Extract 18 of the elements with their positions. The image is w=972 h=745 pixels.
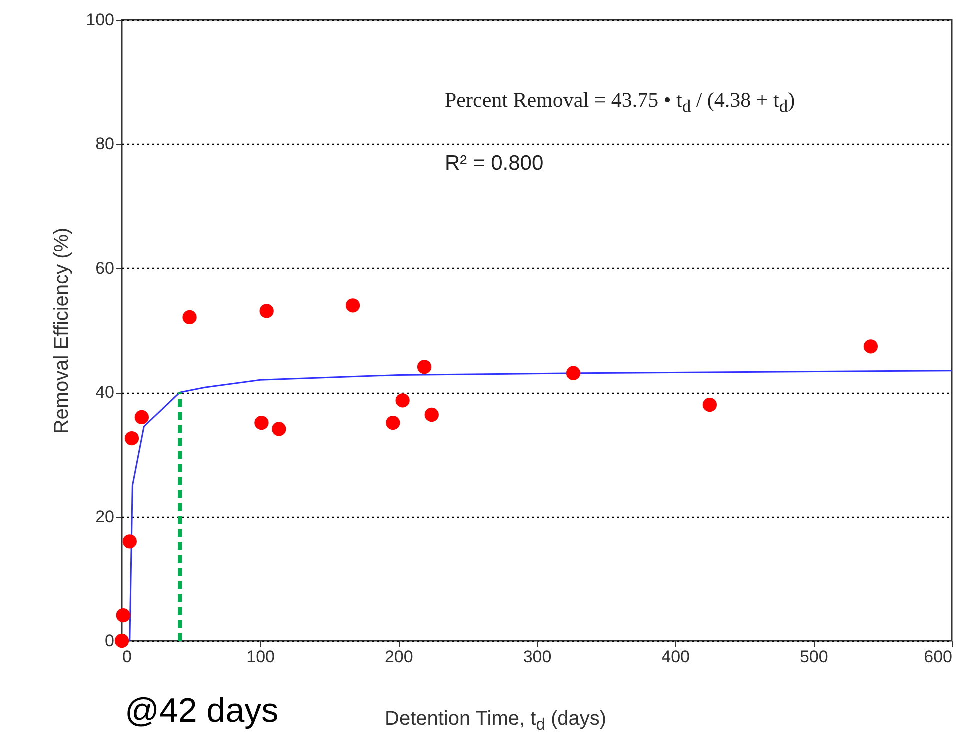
annotation: Percent Removal = 43.75 • t$_{d}$ / (4.38 + t$_{d}$) [445, 88, 796, 118]
x-tick-label: 500 [800, 648, 828, 666]
y-tick-label: 80 [96, 134, 114, 154]
y-tick-label: 100 [86, 10, 114, 30]
x-tick-label: 200 [384, 648, 414, 666]
x-tick-label: 400 [662, 648, 690, 666]
x-tick-label: 300 [523, 648, 552, 666]
x-tick-label: 0 [122, 648, 132, 666]
x-axis-title: Detention Time, t$_{d}$ (days) [385, 708, 607, 735]
y-tick-label: 40 [96, 383, 114, 402]
annotation: R² = 0.800 [445, 152, 544, 176]
y-tick-label: 20 [96, 507, 114, 526]
y-axis-title: Removal Efficiency (%) [51, 228, 74, 434]
y-tick-label: 60 [96, 258, 114, 278]
text: @42 days [125, 692, 279, 731]
y-tick-label: 0 [105, 632, 114, 650]
x-tick-label: 100 [246, 648, 276, 666]
x-tick-label: 600 [924, 648, 952, 666]
